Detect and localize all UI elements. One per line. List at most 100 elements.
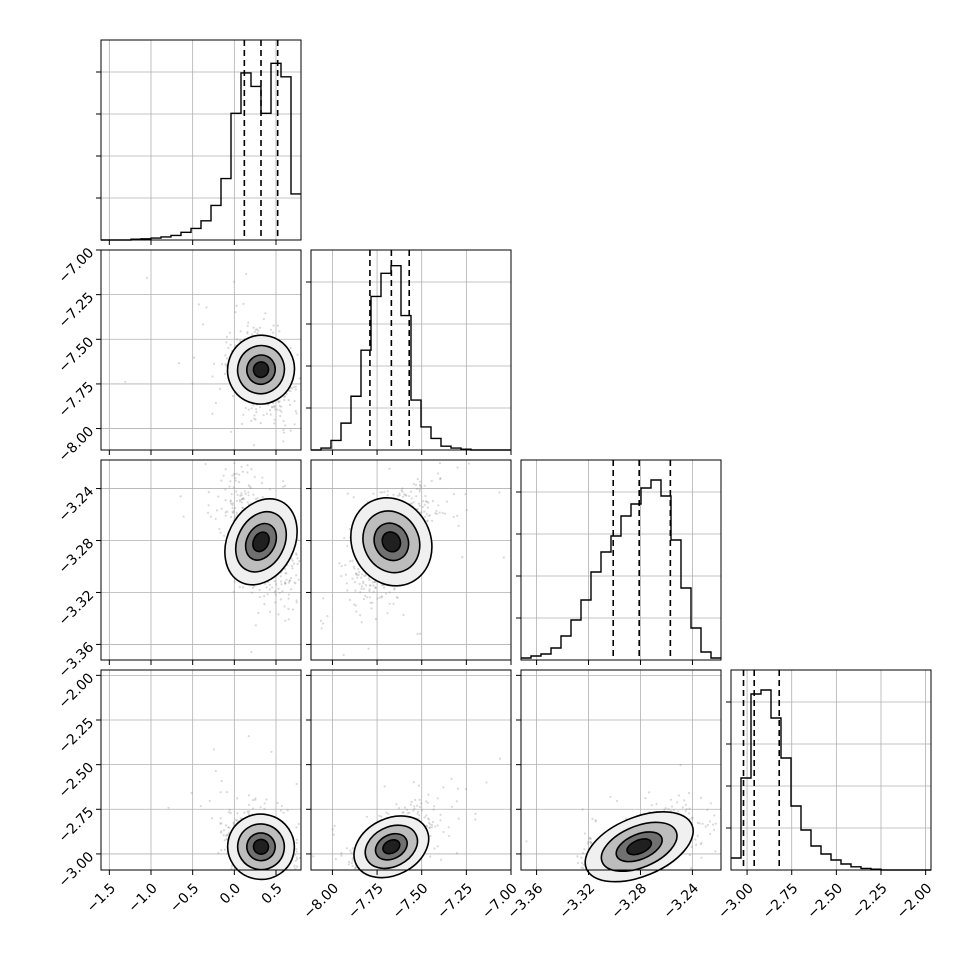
x-tick-label: −2.75 <box>760 880 802 922</box>
scatter-point <box>418 814 421 817</box>
scatter-point <box>364 584 367 587</box>
scatter-point <box>351 577 354 580</box>
scatter-point <box>268 409 272 412</box>
scatter-point <box>372 584 375 587</box>
scatter-point <box>356 574 359 577</box>
scatter-point <box>438 511 441 514</box>
scatter-point <box>348 527 352 531</box>
scatter-point <box>294 859 297 863</box>
scatter-point <box>387 812 390 815</box>
scatter-point <box>354 604 357 607</box>
scatter-point <box>439 478 442 481</box>
scatter-point <box>232 590 235 594</box>
scatter-point <box>405 494 408 497</box>
scatter-point <box>344 573 348 576</box>
scatter-point <box>292 386 295 389</box>
scatter-point <box>684 810 687 813</box>
scatter-point <box>380 815 383 818</box>
scatter-point <box>279 414 282 418</box>
scatter-point <box>282 431 285 434</box>
scatter-point <box>295 601 298 604</box>
scatter-point <box>241 506 244 509</box>
scatter-point <box>282 419 285 423</box>
scatter-point <box>210 817 214 820</box>
scatter-point <box>241 498 244 501</box>
scatter-point <box>334 858 337 861</box>
scatter-point <box>224 511 227 514</box>
scatter-point <box>219 831 222 834</box>
scatter-point <box>676 801 679 804</box>
scatter-point <box>709 802 712 805</box>
scatter-point <box>580 861 584 865</box>
contour <box>252 531 270 553</box>
scatter-point <box>418 488 421 491</box>
x-tick-label: −8.00 <box>301 880 343 922</box>
scatter-point <box>423 510 426 513</box>
scatter-point <box>425 500 429 503</box>
scatter-point <box>251 807 255 810</box>
scatter-point <box>265 586 268 589</box>
scatter-point <box>412 781 415 784</box>
scatter-point <box>279 575 282 578</box>
scatter-point <box>229 480 232 483</box>
scatter-point <box>274 593 277 596</box>
scatter-point <box>295 856 298 859</box>
scatter-point <box>190 791 193 795</box>
scatter-point <box>254 328 257 331</box>
scatter-point <box>242 413 245 416</box>
scatter-point <box>268 610 272 613</box>
scatter-point <box>428 514 432 517</box>
scatter-point <box>167 806 170 809</box>
scatter-point <box>708 820 712 823</box>
scatter-point <box>370 607 373 610</box>
scatter-point <box>285 392 288 395</box>
scatter-point <box>227 831 231 834</box>
scatter-point <box>353 567 356 570</box>
scatter-point <box>419 484 422 487</box>
scatter-point <box>204 462 207 466</box>
scatter-point <box>398 494 401 497</box>
scatter-point <box>249 486 252 490</box>
scatter-point <box>340 854 343 857</box>
scatter-point <box>219 531 222 534</box>
scatter-point <box>250 419 253 422</box>
scatter-point <box>431 519 434 523</box>
scatter-point <box>276 324 279 327</box>
scatter-point <box>319 619 322 623</box>
scatter-point <box>282 811 285 814</box>
scatter-point <box>700 841 703 844</box>
scatter-point <box>265 798 268 801</box>
scatter-point <box>296 353 299 356</box>
scatter-point <box>485 781 488 784</box>
scatter-point <box>222 474 225 477</box>
scatter-point <box>430 479 433 483</box>
scatter-point <box>279 809 282 812</box>
scatter-point <box>277 400 280 403</box>
panel-3-1 <box>306 669 512 879</box>
scatter-point <box>434 825 437 828</box>
scatter-point <box>259 806 262 809</box>
y-tick-label: −3.28 <box>56 535 98 577</box>
scatter-point <box>474 818 477 821</box>
scatter-point <box>357 568 360 571</box>
scatter-point <box>393 587 396 590</box>
scatter-point <box>220 849 223 852</box>
scatter-point <box>346 544 349 548</box>
histogram-step <box>731 689 931 871</box>
scatter-point <box>373 580 377 583</box>
scatter-point <box>397 494 400 497</box>
contour <box>252 361 270 379</box>
scatter-point <box>293 400 296 403</box>
scatter-point <box>576 855 579 858</box>
x-tick-label: −1.0 <box>125 880 160 915</box>
scatter-point <box>349 560 352 563</box>
scatter-point <box>663 808 666 811</box>
scatter-point <box>364 594 367 597</box>
panel-3-0 <box>96 669 302 881</box>
scatter-point <box>212 748 215 751</box>
scatter-point <box>253 330 256 333</box>
scatter-point <box>363 574 366 578</box>
scatter-point <box>419 483 422 486</box>
scatter-point <box>694 838 697 841</box>
scatter-point <box>230 502 233 505</box>
